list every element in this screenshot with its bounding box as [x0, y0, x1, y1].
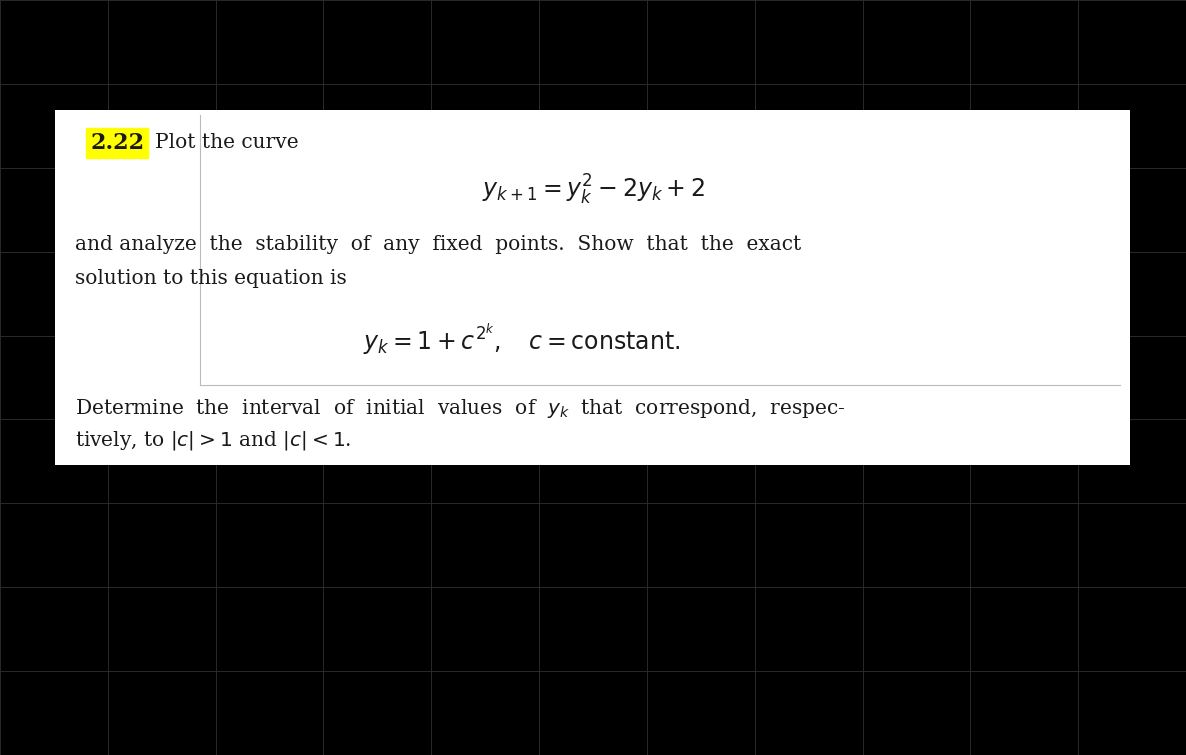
Text: Plot the curve: Plot the curve — [155, 134, 299, 153]
Bar — [55, 110, 1130, 465]
Text: $y_{k+1} = y_k^2 - 2y_k + 2$: $y_{k+1} = y_k^2 - 2y_k + 2$ — [482, 173, 704, 207]
Text: 2.22: 2.22 — [90, 132, 145, 154]
Text: tively, to $|c| > 1$ and $|c| < 1$.: tively, to $|c| > 1$ and $|c| < 1$. — [75, 429, 351, 451]
Text: solution to this equation is: solution to this equation is — [75, 269, 346, 288]
Text: Determine  the  interval  of  initial  values  of  $y_k$  that  correspond,  res: Determine the interval of initial values… — [75, 396, 846, 420]
Text: and analyze  the  stability  of  any  fixed  points.  Show  that  the  exact: and analyze the stability of any fixed p… — [75, 236, 802, 254]
Text: $y_k = 1 + c^{2^k}, \quad c = \mathrm{constant}.$: $y_k = 1 + c^{2^k}, \quad c = \mathrm{co… — [363, 322, 681, 358]
